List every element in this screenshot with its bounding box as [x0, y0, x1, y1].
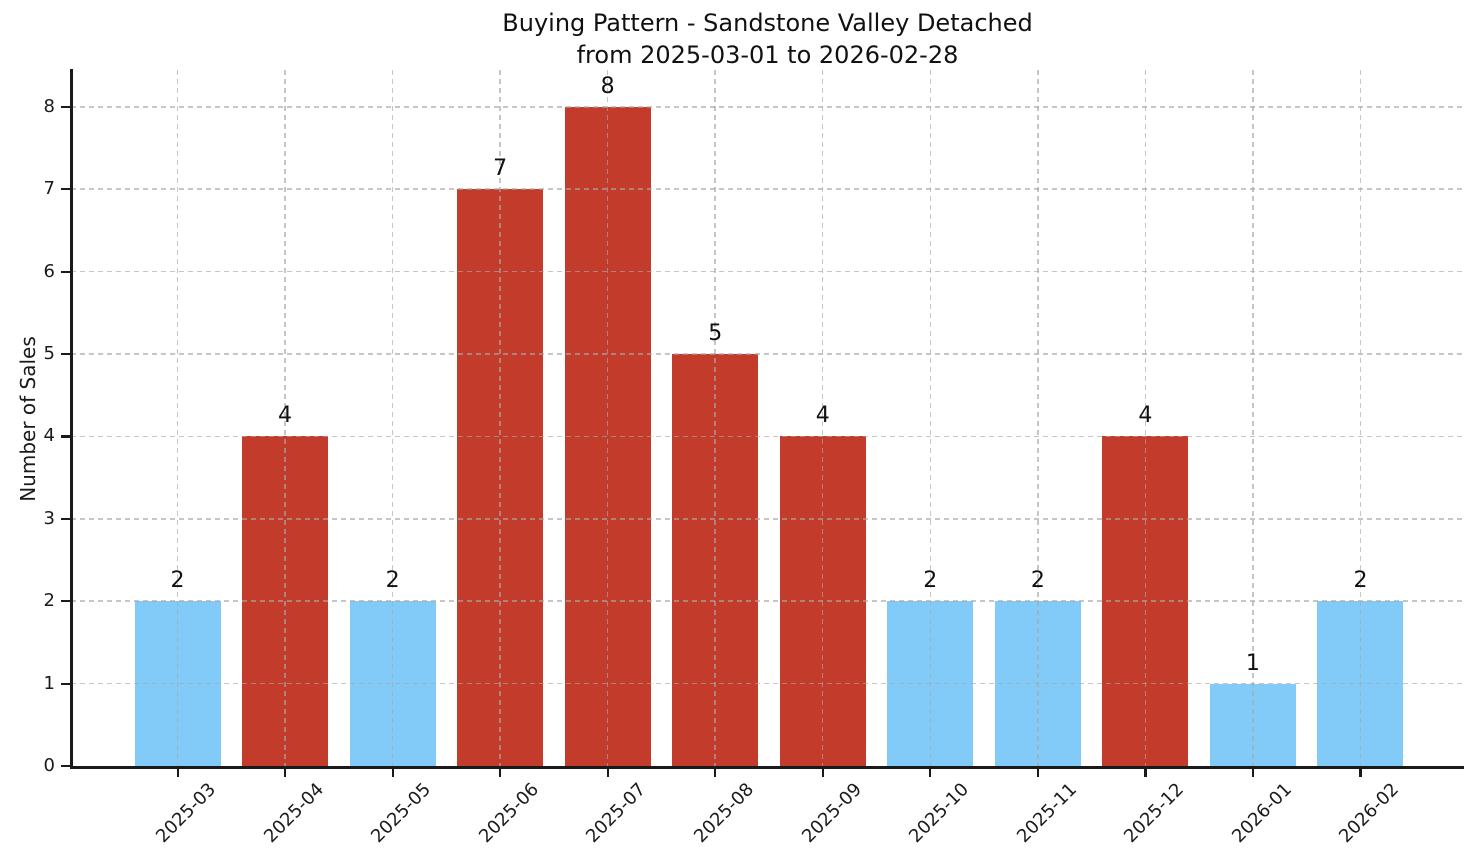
bar-value-label: 4	[815, 403, 830, 429]
y-tick-label: 1	[43, 672, 55, 694]
v-gridline	[929, 70, 932, 766]
y-tick-label: 8	[43, 95, 55, 117]
y-tick	[61, 517, 71, 520]
h-gridline	[71, 106, 1464, 108]
x-tick-label: 2025-06	[474, 779, 543, 848]
x-tick-label: 2025-03	[152, 779, 221, 848]
x-tick	[499, 768, 502, 777]
y-tick	[61, 353, 71, 356]
h-gridline	[71, 600, 1464, 602]
bar-value-label: 2	[170, 568, 185, 594]
y-tick-label: 5	[43, 343, 55, 364]
x-tick-label: 2025-11	[1012, 779, 1081, 848]
chart-title: Buying Pattern - Sandstone Valley Detach…	[71, 8, 1464, 71]
y-tick	[61, 682, 71, 685]
h-gridline	[71, 518, 1464, 520]
v-gridline	[821, 70, 824, 766]
y-tick	[61, 600, 71, 603]
y-tick	[61, 105, 71, 108]
x-tick	[1359, 768, 1362, 777]
h-gridline	[71, 353, 1464, 355]
v-gridline	[284, 70, 286, 766]
x-tick-label: 2025-12	[1120, 779, 1189, 848]
x-tick	[284, 768, 287, 777]
x-tick	[821, 768, 824, 777]
x-tick	[606, 768, 609, 777]
bar-value-label: 5	[708, 321, 723, 346]
h-gridline	[71, 435, 1464, 438]
y-tick	[61, 435, 71, 438]
v-gridline	[176, 70, 179, 766]
x-tick	[391, 768, 394, 777]
y-tick-label: 6	[43, 260, 55, 282]
y-tick	[61, 765, 71, 768]
x-tick-label: 2025-09	[797, 779, 866, 848]
y-tick-label: 3	[43, 507, 55, 529]
v-gridline	[606, 70, 609, 766]
bar-value-label: 8	[600, 73, 615, 99]
x-tick-label: 2025-08	[690, 779, 759, 848]
y-tick-label: 2	[43, 590, 55, 612]
x-tick	[1251, 768, 1255, 777]
bar-value-label: 4	[1138, 403, 1153, 429]
x-tick	[714, 768, 717, 777]
v-gridline	[714, 70, 716, 766]
v-gridline	[391, 70, 394, 766]
bar-value-label: 2	[385, 568, 400, 594]
x-tick-label: 2025-05	[367, 779, 436, 848]
x-axis-spine	[70, 766, 1464, 769]
x-tick	[929, 768, 932, 777]
v-gridline	[1144, 70, 1147, 766]
bar-value-label: 2	[923, 568, 938, 594]
chart-title-line2: from 2025-03-01 to 2026-02-28	[576, 40, 959, 69]
y-tick	[61, 188, 71, 191]
v-gridline	[1359, 70, 1362, 766]
x-tick	[1144, 768, 1147, 777]
bar-value-label: 1	[1245, 650, 1260, 676]
h-gridline	[71, 188, 1464, 190]
x-tick	[176, 768, 179, 777]
y-tick-label: 7	[43, 178, 55, 200]
bar-value-label: 2	[1030, 568, 1045, 594]
y-axis-spine	[70, 69, 73, 769]
x-tick	[1036, 768, 1039, 777]
x-tick-label: 2026-01	[1227, 779, 1296, 848]
bar-value-label: 2	[1353, 568, 1368, 594]
x-tick-label: 2025-04	[259, 779, 328, 848]
y-tick-label: 0	[43, 755, 55, 776]
x-tick-label: 2025-07	[582, 779, 651, 848]
h-gridline	[71, 270, 1464, 273]
y-tick-label: 4	[43, 425, 55, 447]
bar-value-label: 7	[493, 156, 508, 182]
v-gridline	[1252, 70, 1254, 766]
x-tick-label: 2026-02	[1335, 779, 1404, 848]
v-gridline	[1037, 70, 1039, 766]
h-gridline	[71, 682, 1464, 685]
x-tick-label: 2025-10	[905, 779, 974, 848]
chart-title-line1: Buying Pattern - Sandstone Valley Detach…	[502, 9, 1033, 37]
y-tick	[61, 270, 71, 273]
bar-value-label: 4	[278, 403, 293, 429]
v-gridline	[499, 70, 501, 766]
